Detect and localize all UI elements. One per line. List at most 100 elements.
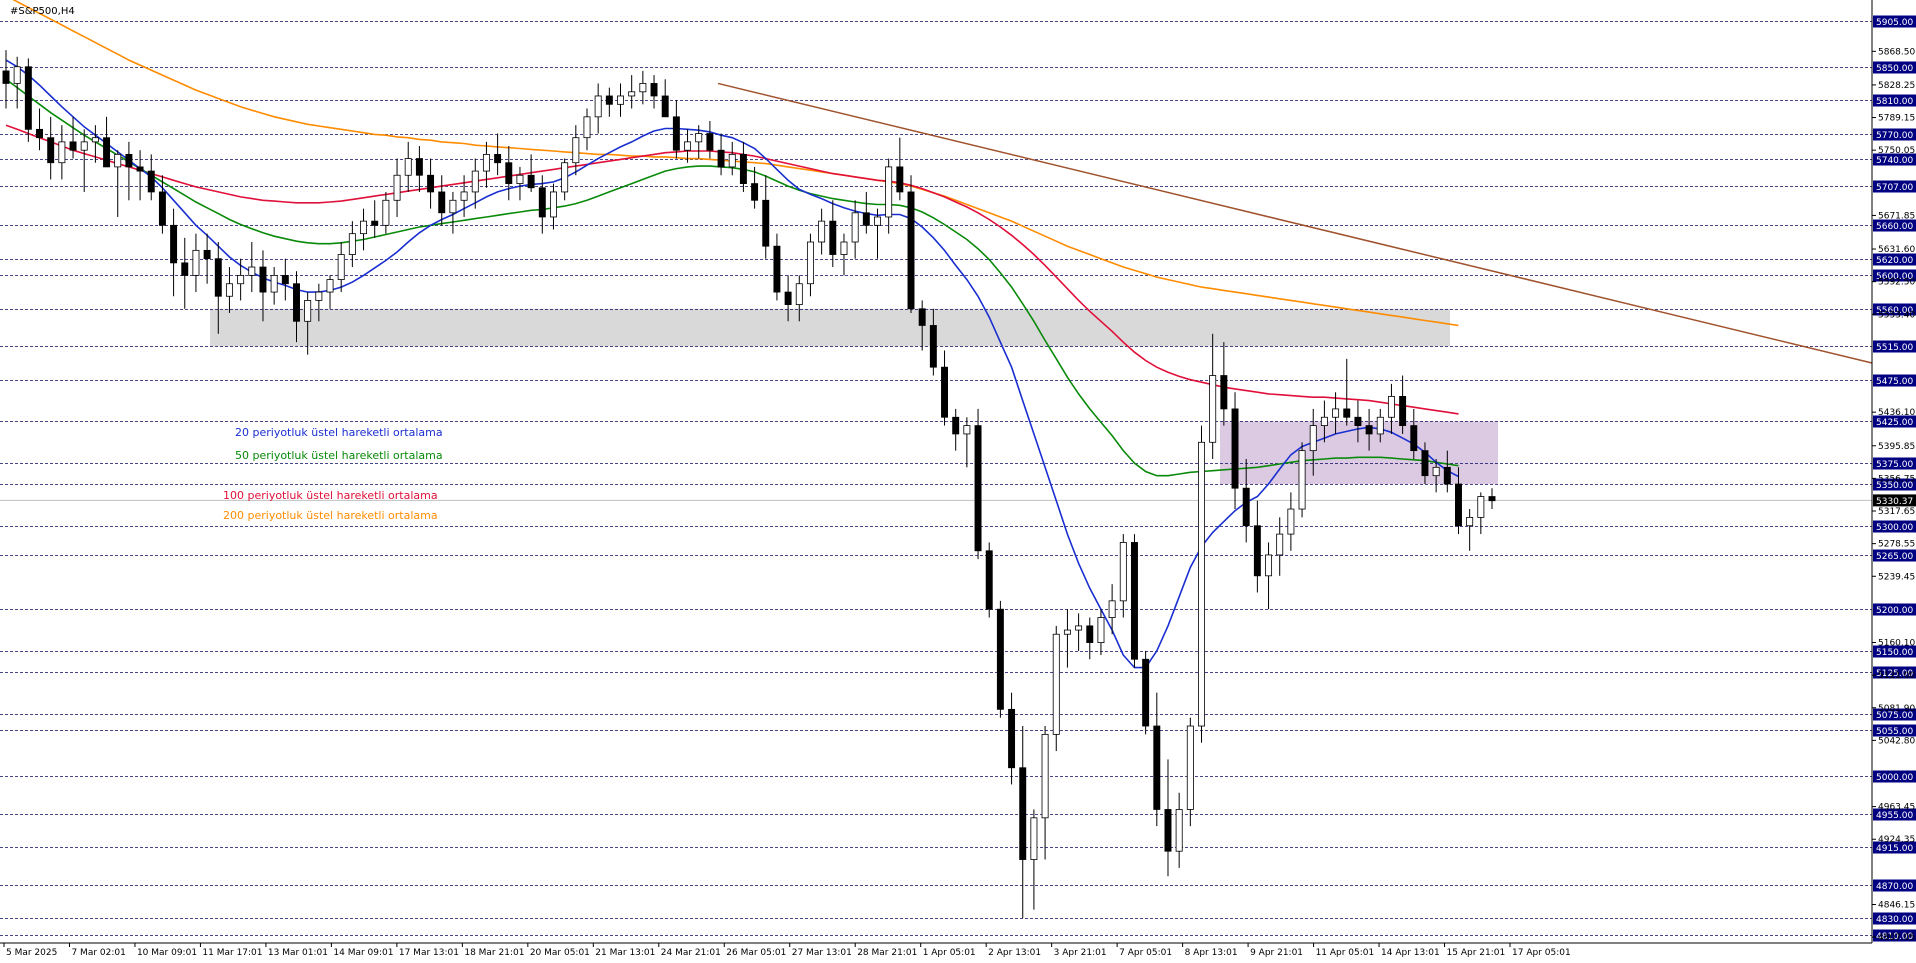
y-tick-label: 5553.40 — [1878, 310, 1915, 320]
candle-bull — [874, 216, 881, 226]
candle-bull — [1209, 375, 1217, 443]
candle-bull — [583, 116, 591, 139]
candle-bull — [449, 199, 457, 214]
candle-bear — [784, 291, 792, 305]
x-tick-label: 3 Apr 21:01 — [1054, 948, 1107, 958]
level-tag — [1873, 15, 1916, 28]
candle-bear — [996, 608, 1004, 710]
candle-bull — [80, 141, 88, 151]
level-tag-label: 5850.00 — [1876, 64, 1913, 74]
candle-bear — [929, 325, 937, 368]
candle-bear — [661, 95, 669, 118]
candle-bull — [1287, 508, 1295, 535]
level-tag — [1873, 520, 1916, 533]
level-tag-label: 5055.00 — [1876, 727, 1913, 737]
level-tag-label: 5515.00 — [1876, 343, 1913, 353]
candle-bear — [941, 366, 948, 418]
x-tick-label: 17 Mar 13:01 — [399, 948, 459, 958]
candle-bear — [650, 83, 658, 97]
candle-bear — [907, 191, 915, 310]
level-tag — [1873, 478, 1916, 491]
level-tag-label: 5265.00 — [1876, 552, 1913, 562]
level-tag-label: 5905.00 — [1876, 18, 1913, 28]
y-tick-label: 5356.75 — [1878, 474, 1915, 484]
level-tag-label: 5000.00 — [1876, 773, 1913, 783]
level-tag — [1873, 153, 1916, 166]
level-tag — [1873, 457, 1916, 470]
candle-bear — [494, 153, 502, 164]
candle-bear — [158, 191, 166, 226]
candle-bear — [1086, 625, 1094, 643]
level-tag — [1873, 61, 1916, 74]
candle-bear — [1242, 487, 1250, 527]
candle-bear — [147, 170, 155, 193]
level-tag-label: 5425.00 — [1876, 418, 1913, 428]
x-tick-label: 18 Mar 21:01 — [464, 948, 524, 958]
candle-bull — [806, 241, 814, 285]
candle-bear — [672, 116, 680, 151]
level-tag — [1873, 180, 1916, 193]
candle-bear — [773, 245, 781, 293]
level-tag-label: 4870.00 — [1876, 882, 1913, 892]
candle-bull — [1186, 725, 1194, 810]
candle-bear — [203, 249, 211, 260]
candle-bear — [1253, 525, 1261, 577]
y-tick-label: 4963.45 — [1878, 803, 1915, 813]
candle-bear — [1142, 658, 1150, 727]
candle-bear — [952, 416, 960, 435]
zones-layer — [210, 308, 1498, 485]
trendline-layer — [717, 82, 1873, 364]
level-tag-label: 5707.00 — [1876, 183, 1913, 193]
ema20-line — [5, 59, 1459, 669]
y-tick-label: 5239.45 — [1878, 572, 1915, 582]
candle-bull — [639, 83, 647, 93]
candle-bull — [695, 133, 703, 143]
candle-bear — [1220, 375, 1228, 410]
candle-bull — [382, 199, 390, 226]
candle-bear — [505, 162, 513, 184]
candle-bull — [1063, 629, 1071, 635]
level-tag — [1873, 219, 1916, 232]
candle-bull — [617, 95, 624, 105]
level-tag-label: 5770.00 — [1876, 131, 1913, 141]
candle-bear — [527, 174, 535, 189]
candle-bear — [1130, 542, 1138, 660]
candle-bull — [851, 212, 859, 243]
candle-bear — [1231, 408, 1239, 489]
candle-bull — [1030, 817, 1038, 860]
candle-bull — [1052, 633, 1060, 735]
candle-bull — [1477, 496, 1485, 518]
x-tick-label: 14 Mar 09:01 — [333, 948, 393, 958]
level-tag-label: 4955.00 — [1876, 811, 1913, 821]
level-tag — [1873, 374, 1916, 387]
candle-bull — [1097, 617, 1105, 643]
current-price-tag — [1873, 494, 1916, 507]
level-tag — [1873, 303, 1916, 316]
candle-bull — [393, 174, 401, 201]
candle-bull — [248, 266, 256, 276]
x-tick-label: 7 Apr 05:01 — [1119, 948, 1172, 958]
x-tick-label: 9 Apr 21:01 — [1250, 948, 1303, 958]
y-tick-label: 5395.85 — [1878, 442, 1915, 452]
candle-bull — [1276, 533, 1284, 556]
candle-bull — [360, 220, 368, 235]
candle-bull — [337, 254, 345, 280]
candle-bull — [1432, 466, 1440, 477]
x-tick-label: 11 Mar 17:01 — [202, 948, 262, 958]
candle-bull — [561, 162, 569, 193]
current-price-label: 5330.37 — [1876, 497, 1913, 507]
candle-bear — [1164, 809, 1172, 852]
candle-bull — [1075, 625, 1083, 631]
candle-bull — [684, 141, 692, 151]
candle-bear — [739, 153, 747, 184]
y-tick-label: 5317.65 — [1878, 507, 1915, 517]
candle-bull — [1198, 441, 1205, 727]
x-tick-label: 11 Apr 05:01 — [1316, 948, 1375, 958]
candle-bear — [36, 128, 43, 139]
candle-bull — [326, 279, 334, 293]
candle-bear — [293, 283, 300, 322]
x-tick-label: 28 Mar 21:01 — [857, 948, 917, 958]
candle-bull — [114, 153, 122, 168]
